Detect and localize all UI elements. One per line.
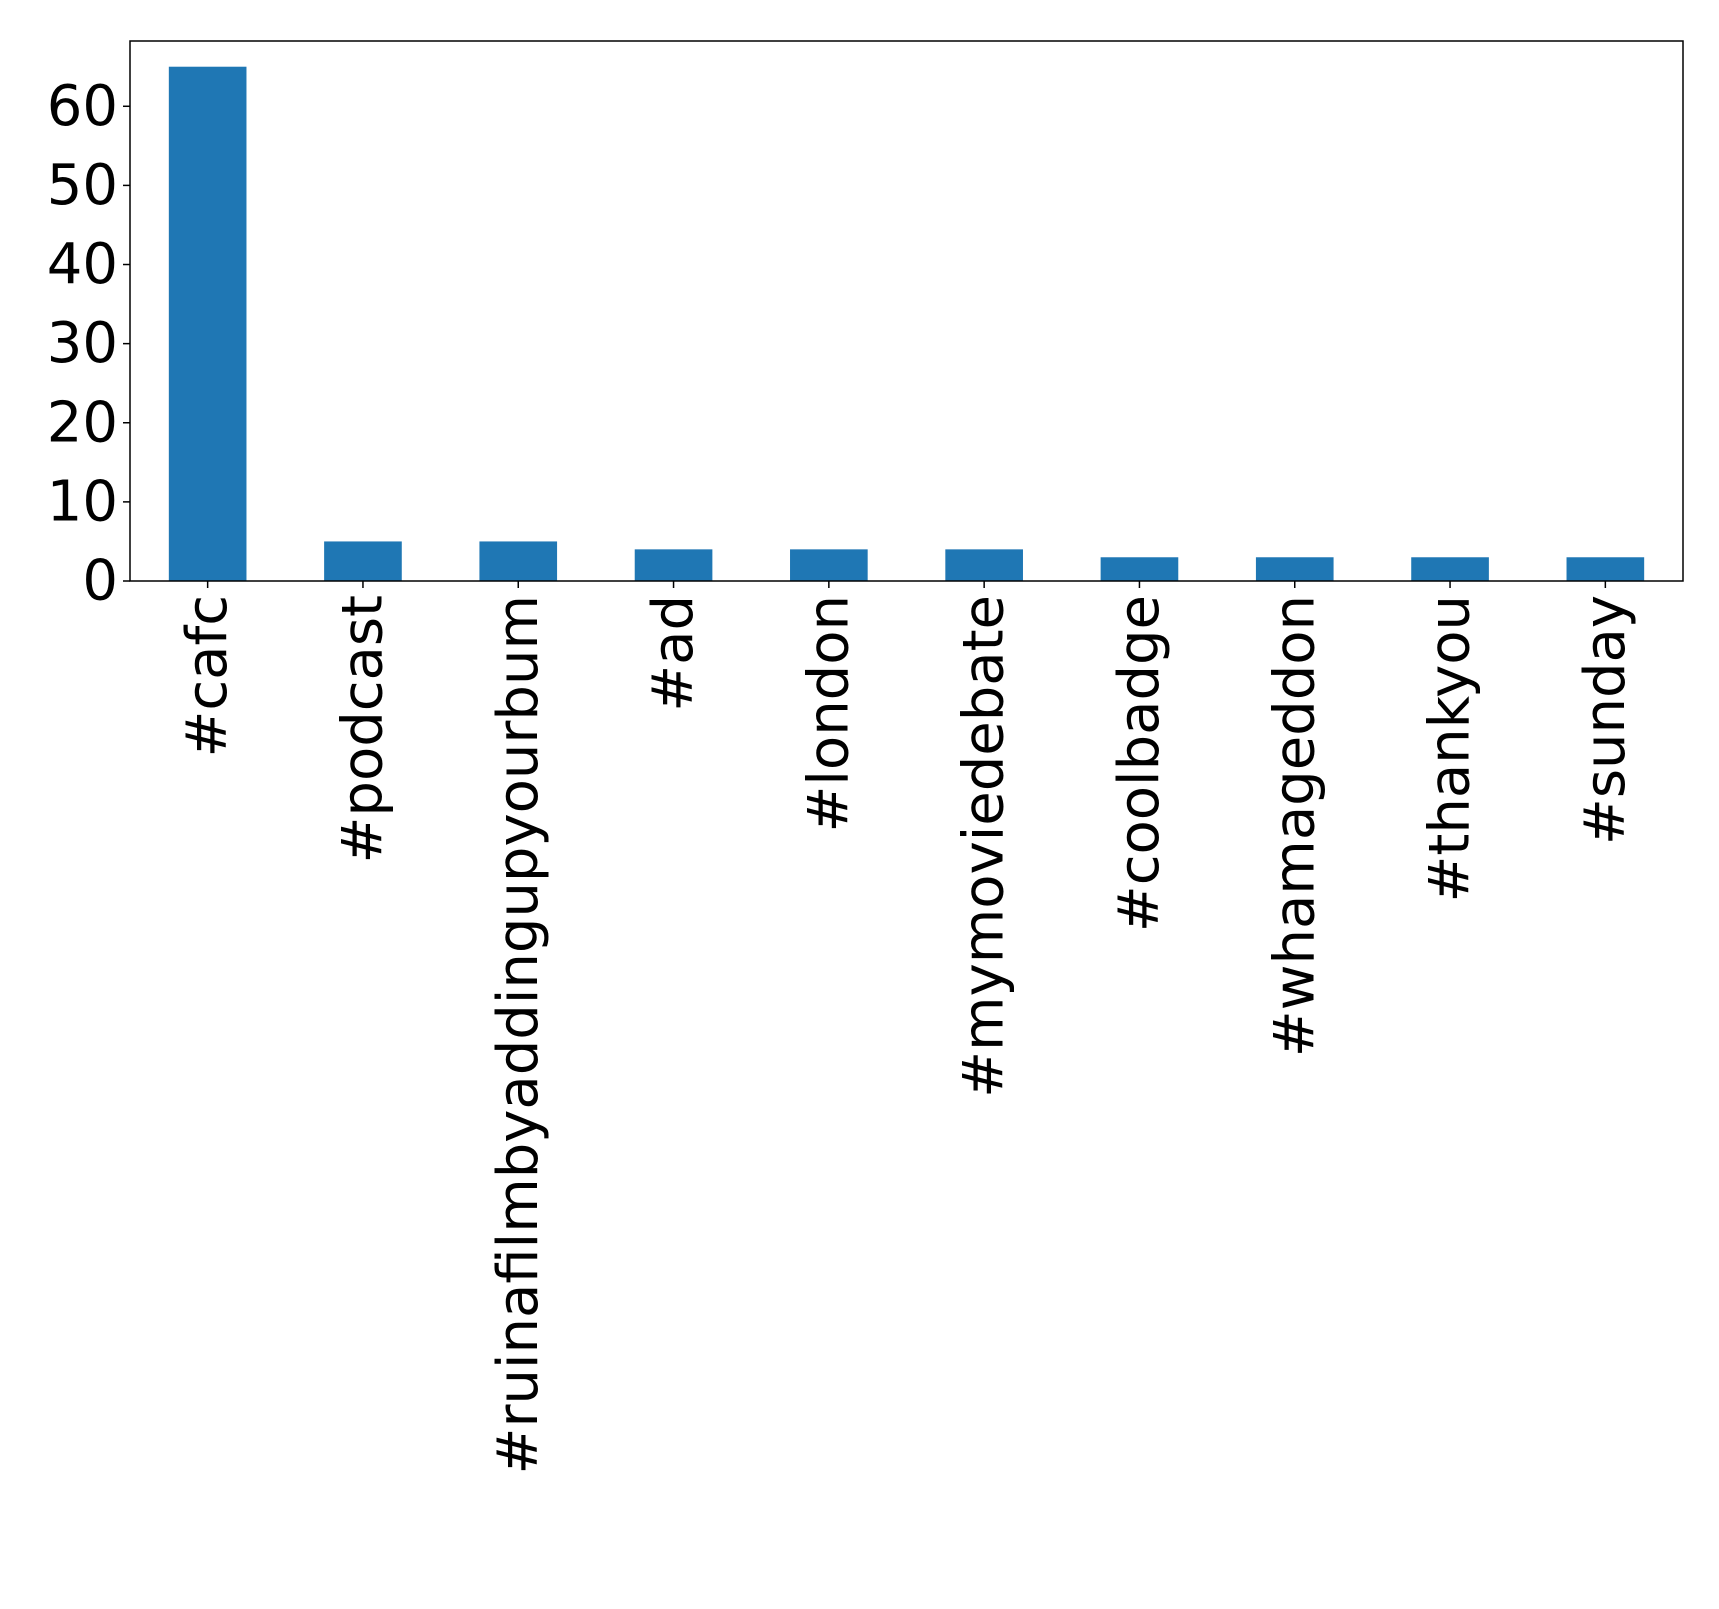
x-tick-label: #cafc	[175, 595, 240, 758]
bar-mymoviedebate	[945, 549, 1023, 581]
x-axis: #cafc #podcast #ruinafilmbyaddingupyourbum…	[175, 581, 1638, 1474]
y-tick-label: 20	[47, 390, 118, 455]
bar-sunday	[1566, 557, 1645, 581]
y-tick-label: 50	[47, 153, 118, 218]
x-tick-label: #ad	[641, 595, 706, 712]
bar-coolbadge	[1100, 557, 1179, 581]
y-axis: 0 10 20 30 40 50 60	[47, 74, 130, 614]
y-tick-label: 30	[47, 311, 118, 376]
bar-london	[790, 549, 868, 581]
bar-thankyou	[1411, 557, 1489, 581]
bar-ad	[634, 549, 713, 581]
y-tick-label: 40	[47, 232, 118, 297]
bar-cafc	[168, 66, 247, 581]
y-tick-label: 60	[47, 74, 118, 139]
plot-frame	[129, 40, 1684, 582]
x-tick-label: #podcast	[330, 595, 395, 864]
x-tick-label: #whamageddon	[1262, 595, 1327, 1057]
x-tick-label: #coolbadge	[1107, 595, 1172, 932]
bars-group	[168, 66, 1645, 581]
x-tick-label: #ruinafilmbyaddingupyourbum	[486, 595, 551, 1474]
bar-ruinafilmbyaddingupyourbum	[479, 541, 558, 581]
x-tick-label: #mymoviedebate	[952, 595, 1017, 1098]
y-tick-label: 0	[82, 549, 118, 614]
bar-whamageddon	[1255, 557, 1334, 581]
bar-podcast	[324, 541, 402, 581]
y-tick-label: 10	[47, 469, 118, 534]
x-tick-label: #thankyou	[1418, 595, 1483, 903]
x-tick-label: #london	[796, 595, 861, 833]
x-tick-label: #sunday	[1573, 595, 1638, 845]
